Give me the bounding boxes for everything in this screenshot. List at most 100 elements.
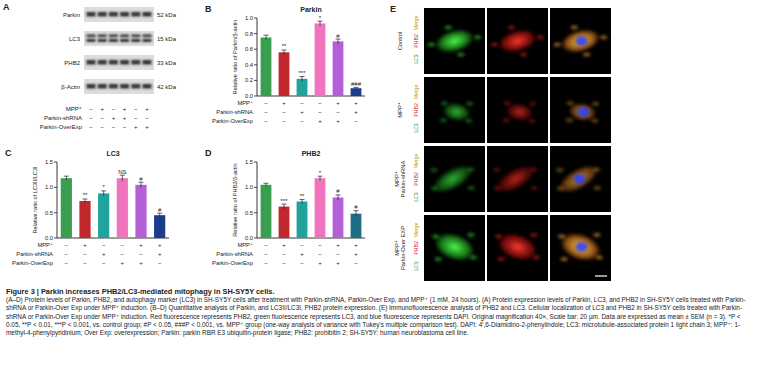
treatment-sign: −	[264, 118, 268, 124]
error-bar-cap	[318, 21, 323, 22]
caption-text: (A–D) Protein levels of Parkin, PHB2, an…	[6, 296, 752, 337]
bar-chart: CLC3Relative ratio of LC3II/LC3I0.00.51.…	[5, 148, 169, 266]
error-bar-line	[338, 39, 339, 44]
blot-band	[143, 39, 152, 42]
treatment-sign: +	[158, 242, 162, 248]
blot-band	[131, 12, 140, 17]
band-name: Parkin	[63, 12, 80, 18]
error-bar-cap	[336, 39, 341, 40]
micrograph	[550, 215, 611, 281]
panel-e: EControlLC3PHB2MergeMPP⁺LC3PHB2MergeMPP⁺…	[390, 4, 611, 281]
chart-title: Parkin	[300, 6, 321, 13]
treatment-sign: −	[336, 251, 340, 257]
significance: #	[336, 188, 340, 194]
treatment-name: MPP⁺	[237, 242, 253, 248]
cell-process	[496, 256, 506, 262]
caption-title: Figure 3 | Parkin increases PHB2/LC3-med…	[6, 287, 752, 296]
error-bar-line	[284, 204, 285, 209]
treatment-sign: −	[264, 260, 268, 266]
treatment-sign: −	[336, 109, 340, 115]
band-size: 52 kDa	[157, 12, 177, 18]
channel-label: PHB2	[413, 241, 419, 255]
treatment-sign: −	[134, 106, 138, 112]
error-bar-line	[320, 21, 321, 26]
bar	[297, 202, 308, 238]
error-bar-line	[302, 77, 303, 82]
treatment-name: Parkin-shRNA	[16, 251, 53, 257]
micrograph	[424, 77, 485, 143]
cell-process	[464, 118, 474, 124]
bar	[135, 185, 146, 238]
blot-band	[87, 39, 96, 42]
cell-process	[489, 42, 499, 48]
cell-process	[456, 52, 466, 58]
channel-label: Merge	[413, 223, 419, 238]
cell-process	[501, 117, 511, 123]
treatment-sign: +	[336, 242, 340, 248]
blot-band	[98, 12, 107, 17]
treatment-sign: +	[139, 242, 143, 248]
treatment-sign: +	[354, 242, 358, 248]
cell-process	[492, 167, 502, 173]
treatment-sign: −	[139, 251, 143, 257]
significance: *	[319, 15, 322, 21]
error-bar-line	[141, 182, 142, 187]
treatment-name: Parkin-shRNA	[44, 115, 82, 121]
significance: #	[158, 207, 162, 213]
panel-letter: E	[390, 4, 396, 14]
error-bar-line	[122, 175, 123, 181]
bar	[315, 178, 326, 238]
treatment-sign: −	[112, 106, 116, 112]
cell-process	[433, 256, 443, 262]
y-tick-label: 1.0	[245, 184, 253, 190]
cell	[430, 228, 478, 267]
treatment-sign: +	[300, 109, 304, 115]
blot-band	[87, 84, 96, 89]
nucleus	[576, 242, 588, 252]
treatment-sign: −	[112, 124, 116, 130]
blot-band	[98, 60, 107, 65]
blot-band	[87, 35, 96, 38]
bar	[117, 178, 128, 238]
blot-band	[109, 12, 118, 17]
treatment-sign: −	[89, 115, 93, 121]
error-bar-line	[356, 211, 357, 217]
cell-process	[592, 232, 602, 238]
y-axis	[57, 162, 58, 238]
error-bar-cap	[354, 87, 359, 88]
error-bar	[318, 21, 323, 26]
treatment-sign: −	[89, 106, 93, 112]
error-bar	[264, 35, 269, 40]
treatment-sign: +	[123, 115, 127, 121]
error-bar-cap	[336, 194, 341, 195]
treatment-sign: +	[134, 124, 138, 130]
blot-band	[120, 60, 129, 65]
treatment-sign: −	[121, 251, 125, 257]
error-bar-cap	[139, 182, 144, 183]
error-bar	[120, 175, 125, 181]
y-tick-label: 1.0	[245, 15, 253, 21]
treatment-name: MPP⁺	[66, 106, 82, 112]
treatment-sign: −	[318, 100, 322, 106]
y-tick-label: 0.2	[245, 77, 253, 83]
panel-a: AParkin52 kDaLC315 kDaPHB233 kDaβ-Actin4…	[3, 2, 177, 130]
treatment-sign: −	[264, 251, 268, 257]
cell-process	[555, 167, 565, 173]
channel-label: PHB2	[413, 34, 419, 48]
micrograph	[550, 146, 611, 212]
chart-title: LC3	[106, 150, 119, 157]
x-axis	[257, 96, 365, 97]
treatment-name: MPP⁺	[37, 242, 53, 248]
error-bar	[300, 199, 305, 203]
blot-strip	[84, 55, 154, 70]
treatment-sign: −	[282, 260, 286, 266]
bar	[297, 79, 308, 96]
nucleus	[576, 36, 588, 46]
blot-band	[120, 35, 129, 38]
treatment-sign: −	[318, 251, 322, 257]
error-bar-cap	[120, 175, 125, 176]
treatment-sign: −	[89, 124, 93, 130]
treatment-sign: +	[354, 109, 358, 115]
channel-label: LC3	[413, 123, 419, 133]
treatment-sign: −	[134, 115, 138, 121]
